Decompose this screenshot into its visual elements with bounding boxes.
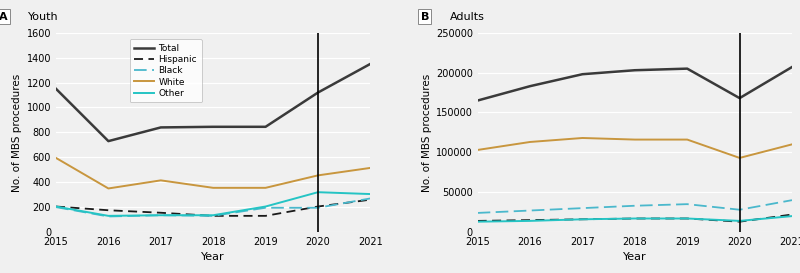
Y-axis label: No. of MBS procedures: No. of MBS procedures (422, 73, 432, 192)
Hispanic (261, 214, 270, 218)
X-axis label: Year: Year (202, 253, 225, 262)
White (366, 166, 375, 170)
Hispanic (51, 205, 61, 208)
Black (735, 208, 745, 211)
Hispanic (366, 198, 375, 201)
White (682, 138, 692, 141)
Hispanic (103, 209, 113, 212)
Other (787, 215, 797, 218)
Total (51, 87, 61, 90)
Black (578, 206, 587, 210)
White (578, 136, 587, 140)
White (313, 174, 322, 177)
Total (735, 96, 745, 100)
Other (526, 219, 535, 222)
Hispanic (787, 213, 797, 216)
White (735, 156, 745, 159)
Line: Hispanic: Hispanic (56, 200, 370, 216)
Hispanic (313, 205, 322, 208)
Line: Other: Other (478, 216, 792, 222)
Total (682, 67, 692, 70)
Other (313, 191, 322, 194)
Black (630, 204, 640, 207)
Line: White: White (478, 138, 792, 158)
Total (787, 66, 797, 69)
Other (156, 213, 166, 217)
Total (473, 99, 482, 102)
Hispanic (208, 214, 218, 218)
Other (578, 218, 587, 221)
Line: Total: Total (56, 64, 370, 141)
Total (366, 62, 375, 66)
Hispanic (526, 218, 535, 222)
Hispanic (682, 217, 692, 220)
Black (366, 197, 375, 200)
Legend: Total, Hispanic, Black, White, Other: Total, Hispanic, Black, White, Other (130, 39, 202, 102)
Total (156, 126, 166, 129)
Other (366, 192, 375, 196)
Other (51, 205, 61, 208)
Total (103, 140, 113, 143)
Black (787, 198, 797, 202)
Other (682, 217, 692, 220)
Black (103, 215, 113, 218)
X-axis label: Year: Year (623, 253, 646, 262)
White (473, 148, 482, 152)
White (208, 186, 218, 189)
Text: Adults: Adults (450, 12, 485, 22)
Line: Black: Black (478, 200, 792, 213)
Black (313, 206, 322, 209)
Hispanic (156, 211, 166, 214)
Other (261, 205, 270, 208)
Total (630, 69, 640, 72)
Hispanic (578, 218, 587, 221)
Other (208, 213, 218, 217)
Text: Youth: Youth (28, 12, 59, 22)
Hispanic (473, 219, 482, 222)
Black (51, 206, 61, 209)
White (103, 187, 113, 190)
Line: White: White (56, 158, 370, 188)
White (261, 186, 270, 189)
Line: Total: Total (478, 67, 792, 100)
Black (261, 206, 270, 209)
Line: Hispanic: Hispanic (478, 215, 792, 222)
Black (208, 214, 218, 218)
Y-axis label: No. of MBS procedures: No. of MBS procedures (12, 73, 22, 192)
Total (208, 125, 218, 128)
Black (682, 203, 692, 206)
Black (526, 209, 535, 212)
White (526, 140, 535, 144)
White (156, 179, 166, 182)
White (51, 156, 61, 160)
Total (313, 91, 322, 94)
Text: B: B (421, 12, 429, 22)
White (630, 138, 640, 141)
Black (473, 211, 482, 215)
Total (526, 85, 535, 88)
Hispanic (630, 217, 640, 220)
Other (473, 220, 482, 223)
Hispanic (735, 220, 745, 223)
Other (630, 217, 640, 220)
Black (156, 213, 166, 217)
Total (578, 73, 587, 76)
Line: Black: Black (56, 198, 370, 216)
Other (735, 219, 745, 222)
Text: A: A (0, 12, 7, 22)
Other (103, 214, 113, 218)
Line: Other: Other (56, 192, 370, 216)
Total (261, 125, 270, 128)
White (787, 143, 797, 146)
